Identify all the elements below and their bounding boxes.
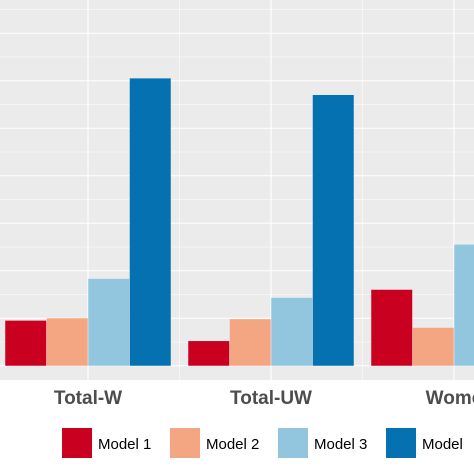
category-labels: Total-W Total-UW Wome: [54, 388, 474, 409]
bar-model-1-total-w: [5, 320, 47, 366]
legend-key-3: [278, 428, 308, 458]
bar-model-2-total-w: [46, 318, 88, 366]
bar-model-3-total-uw: [271, 297, 313, 366]
bars-group: [5, 78, 474, 366]
legend-label-3: Model 3: [314, 436, 367, 453]
bar-model-1-wome: [371, 289, 413, 366]
bar-model-2-total-uw: [229, 319, 271, 366]
bar-model-4-total-uw: [312, 95, 354, 366]
category-label: Total-UW: [230, 388, 312, 409]
legend-label-1: Model 1: [98, 436, 151, 453]
category-label: Total-W: [54, 388, 122, 409]
legend-key-1: [62, 428, 92, 458]
legend-label-4: Model: [422, 436, 463, 453]
bar-model-2-wome: [412, 327, 454, 366]
bar-model-1-total-uw: [188, 341, 230, 366]
legend-key-4: [386, 428, 416, 458]
bar-model-3-total-w: [88, 278, 130, 366]
legend-label-2: Model 2: [206, 436, 259, 453]
category-label: Wome: [426, 388, 474, 409]
bar-model-4-total-w: [129, 78, 171, 366]
bar-model-3-wome: [454, 244, 474, 366]
legend: Model 1 Model 2 Model 3 Model: [62, 428, 463, 458]
legend-key-2: [170, 428, 200, 458]
